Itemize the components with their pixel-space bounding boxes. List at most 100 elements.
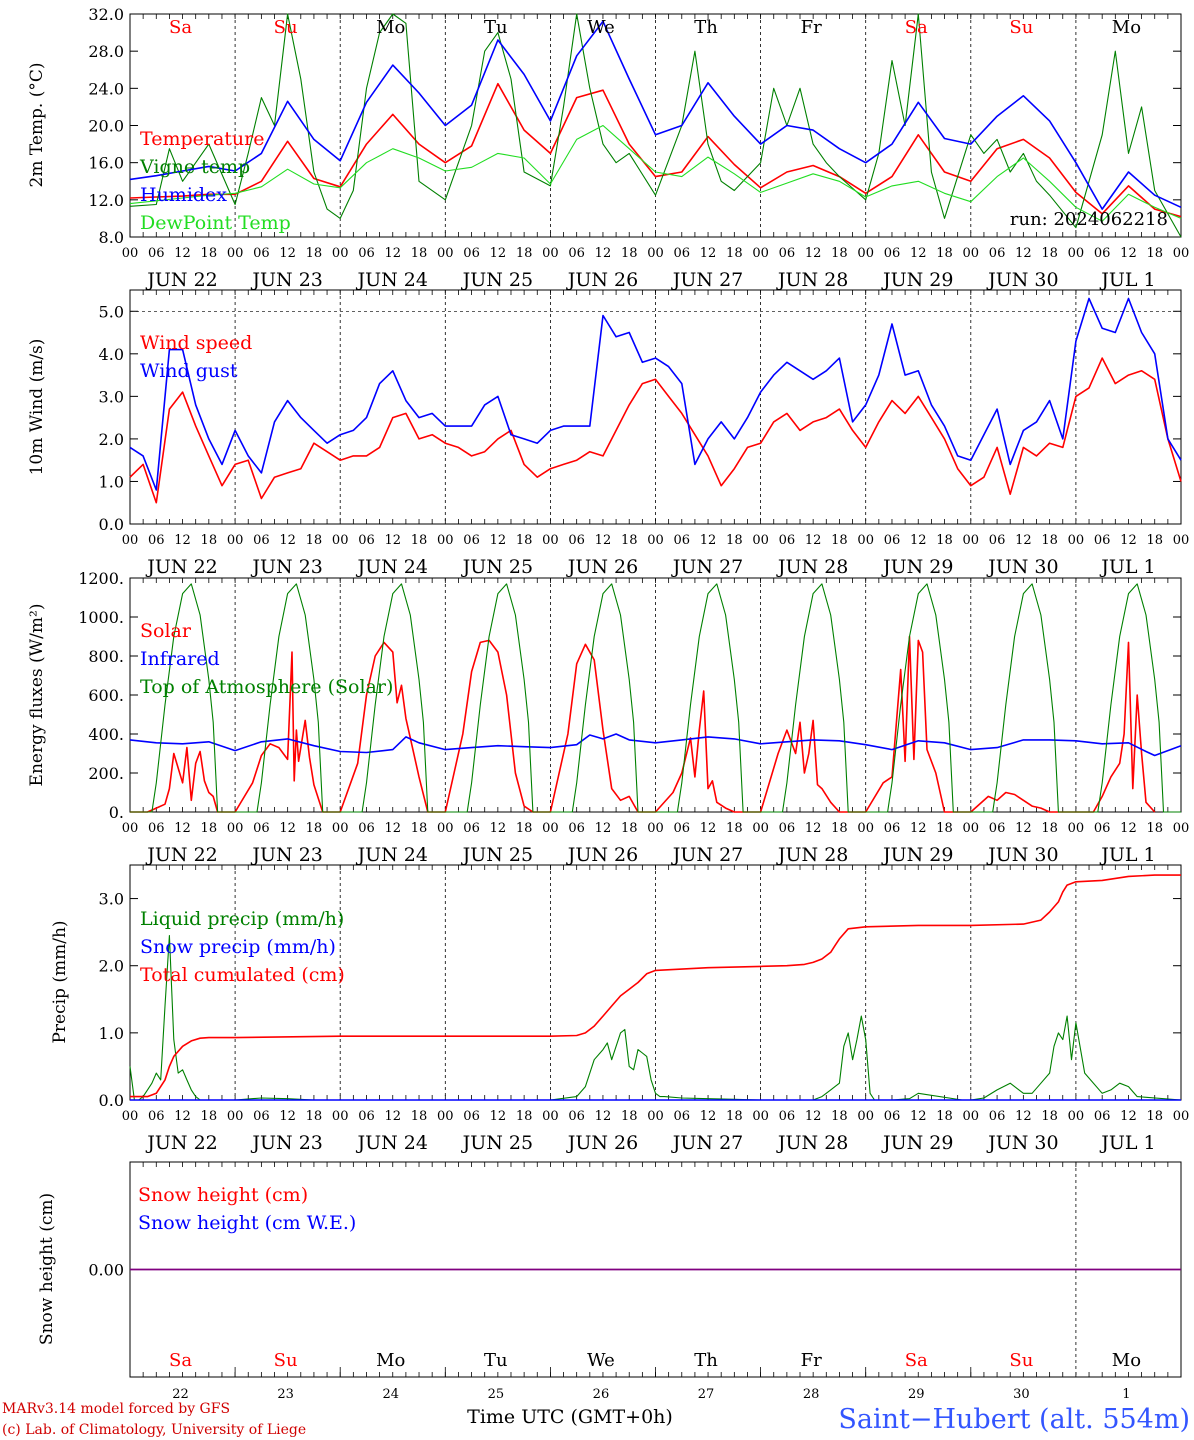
hour-tick-label: 12 <box>1120 1109 1137 1124</box>
hour-tick-label: 12 <box>1120 246 1137 261</box>
series-line <box>130 874 1181 1098</box>
y-tick-label: 0.0 <box>99 515 124 534</box>
hour-tick-label: 18 <box>831 821 848 836</box>
weekday-label-top: Sa <box>905 17 928 38</box>
hour-tick-label: 00 <box>542 533 559 548</box>
hour-tick-label: 18 <box>726 821 743 836</box>
panel-3: 0. 200. 400. 600. 800. 1000. 1200. Energy fluxe… <box>27 569 1189 866</box>
day-label: JUN 29 <box>881 1132 953 1154</box>
hour-tick-label: 18 <box>936 821 953 836</box>
day-number-label: 23 <box>277 1387 294 1402</box>
day-label: JUN 26 <box>566 844 638 866</box>
weekday-label-bottom: Mo <box>376 1350 405 1371</box>
legend-entry: Wind gust <box>140 360 238 382</box>
hour-tick-label: 00 <box>647 246 664 261</box>
day-label: JUN 22 <box>145 844 217 866</box>
hour-tick-label: 06 <box>148 1109 165 1124</box>
hour-tick-label: 06 <box>674 1109 691 1124</box>
hour-tick-label: 12 <box>490 246 507 261</box>
weekday-label-top: Mo <box>1112 17 1141 38</box>
hour-tick-label: 12 <box>174 1109 191 1124</box>
hour-tick-label: 00 <box>227 821 244 836</box>
y-tick-label: 600. <box>88 686 124 705</box>
hour-tick-label: 06 <box>253 821 270 836</box>
hour-tick-label: 12 <box>595 533 612 548</box>
series-line <box>129 124 1182 222</box>
hour-tick-label: 00 <box>437 821 454 836</box>
hour-tick-label: 12 <box>910 533 927 548</box>
hour-tick-label: 00 <box>963 533 980 548</box>
hour-tick-label: 18 <box>201 533 218 548</box>
hour-tick-label: 06 <box>568 246 585 261</box>
hour-tick-label: 12 <box>1120 533 1137 548</box>
hour-tick-label: 12 <box>490 533 507 548</box>
weekday-label-top: Mo <box>376 17 405 38</box>
hour-tick-label: 12 <box>384 533 401 548</box>
legend-entry: Total cumulated (cm) <box>140 964 345 986</box>
hour-tick-label: 18 <box>831 246 848 261</box>
hour-tick-label: 06 <box>884 533 901 548</box>
plot-frame <box>129 13 1182 238</box>
hour-tick-label: 18 <box>201 821 218 836</box>
hour-tick-label: 06 <box>568 533 585 548</box>
hour-tick-label: 12 <box>595 1109 612 1124</box>
legend-entry: Snow height (cm W.E.) <box>138 1212 356 1234</box>
hour-tick-label: 18 <box>726 246 743 261</box>
day-label: JUN 22 <box>145 269 217 291</box>
hour-tick-label: 00 <box>227 1109 244 1124</box>
hour-tick-label: 12 <box>1120 821 1137 836</box>
hour-tick-label: 18 <box>936 533 953 548</box>
hour-tick-label: 12 <box>1015 533 1032 548</box>
hour-tick-label: 12 <box>174 533 191 548</box>
hour-tick-label: 18 <box>411 533 428 548</box>
hour-tick-label: 18 <box>936 246 953 261</box>
run-annotation: run: 2024062218 <box>1010 209 1168 230</box>
day-label: JUN 23 <box>250 556 322 578</box>
day-label: JUN 28 <box>776 556 848 578</box>
day-label: JUN 29 <box>881 556 953 578</box>
hour-tick-label: 00 <box>1068 1109 1085 1124</box>
hour-tick-label: 06 <box>884 1109 901 1124</box>
legend-entry: Humidex <box>140 184 227 206</box>
y-tick-label: 28.0 <box>88 42 124 61</box>
y-tick-label: 2.0 <box>99 957 124 976</box>
hour-tick-label: 06 <box>779 246 796 261</box>
legend-entry: Solar <box>140 620 192 642</box>
hour-tick-label: 06 <box>253 533 270 548</box>
y-tick-label: 12.0 <box>88 191 124 210</box>
hour-tick-label: 06 <box>674 533 691 548</box>
hour-tick-label: 06 <box>463 821 480 836</box>
hour-tick-label: 18 <box>621 821 638 836</box>
hour-tick-label: 06 <box>1094 1109 1111 1124</box>
hour-tick-label: 06 <box>779 533 796 548</box>
y-tick-label: 1.0 <box>99 1024 124 1043</box>
day-label: JUN 24 <box>356 269 428 291</box>
hour-tick-label: 12 <box>910 821 927 836</box>
y-tick-label: 1.0 <box>99 472 124 491</box>
hour-tick-label: 12 <box>279 533 296 548</box>
weekday-label-top: Th <box>694 17 718 38</box>
hour-tick-label: 18 <box>516 1109 533 1124</box>
hour-tick-label: 00 <box>437 1109 454 1124</box>
hour-tick-label: 06 <box>884 821 901 836</box>
day-number-label: 24 <box>382 1387 399 1402</box>
series-line <box>129 297 1182 491</box>
y-tick-label: 2.0 <box>99 430 124 449</box>
hour-tick-label: 00 <box>752 533 769 548</box>
y-tick-label: 20.0 <box>88 117 124 136</box>
hour-tick-label: 18 <box>201 1109 218 1124</box>
hour-tick-label: 12 <box>700 246 717 261</box>
hour-tick-label: 00 <box>647 533 664 548</box>
legend-entry: Liquid precip (mm/h) <box>140 908 344 930</box>
hour-tick-label: 06 <box>989 246 1006 261</box>
hour-tick-label: 18 <box>516 533 533 548</box>
hour-tick-label: 18 <box>1041 246 1058 261</box>
hour-tick-label: 18 <box>306 821 323 836</box>
hour-tick-label: 00 <box>1068 533 1085 548</box>
legend-entry: Wind speed <box>140 332 252 354</box>
hour-tick-label: 12 <box>279 1109 296 1124</box>
day-label: JUN 27 <box>671 844 743 866</box>
hour-tick-label: 00 <box>542 821 559 836</box>
legend-entry: Temperature <box>140 128 264 150</box>
model-credit: MARv3.14 model forced by GFS <box>2 1401 230 1417</box>
